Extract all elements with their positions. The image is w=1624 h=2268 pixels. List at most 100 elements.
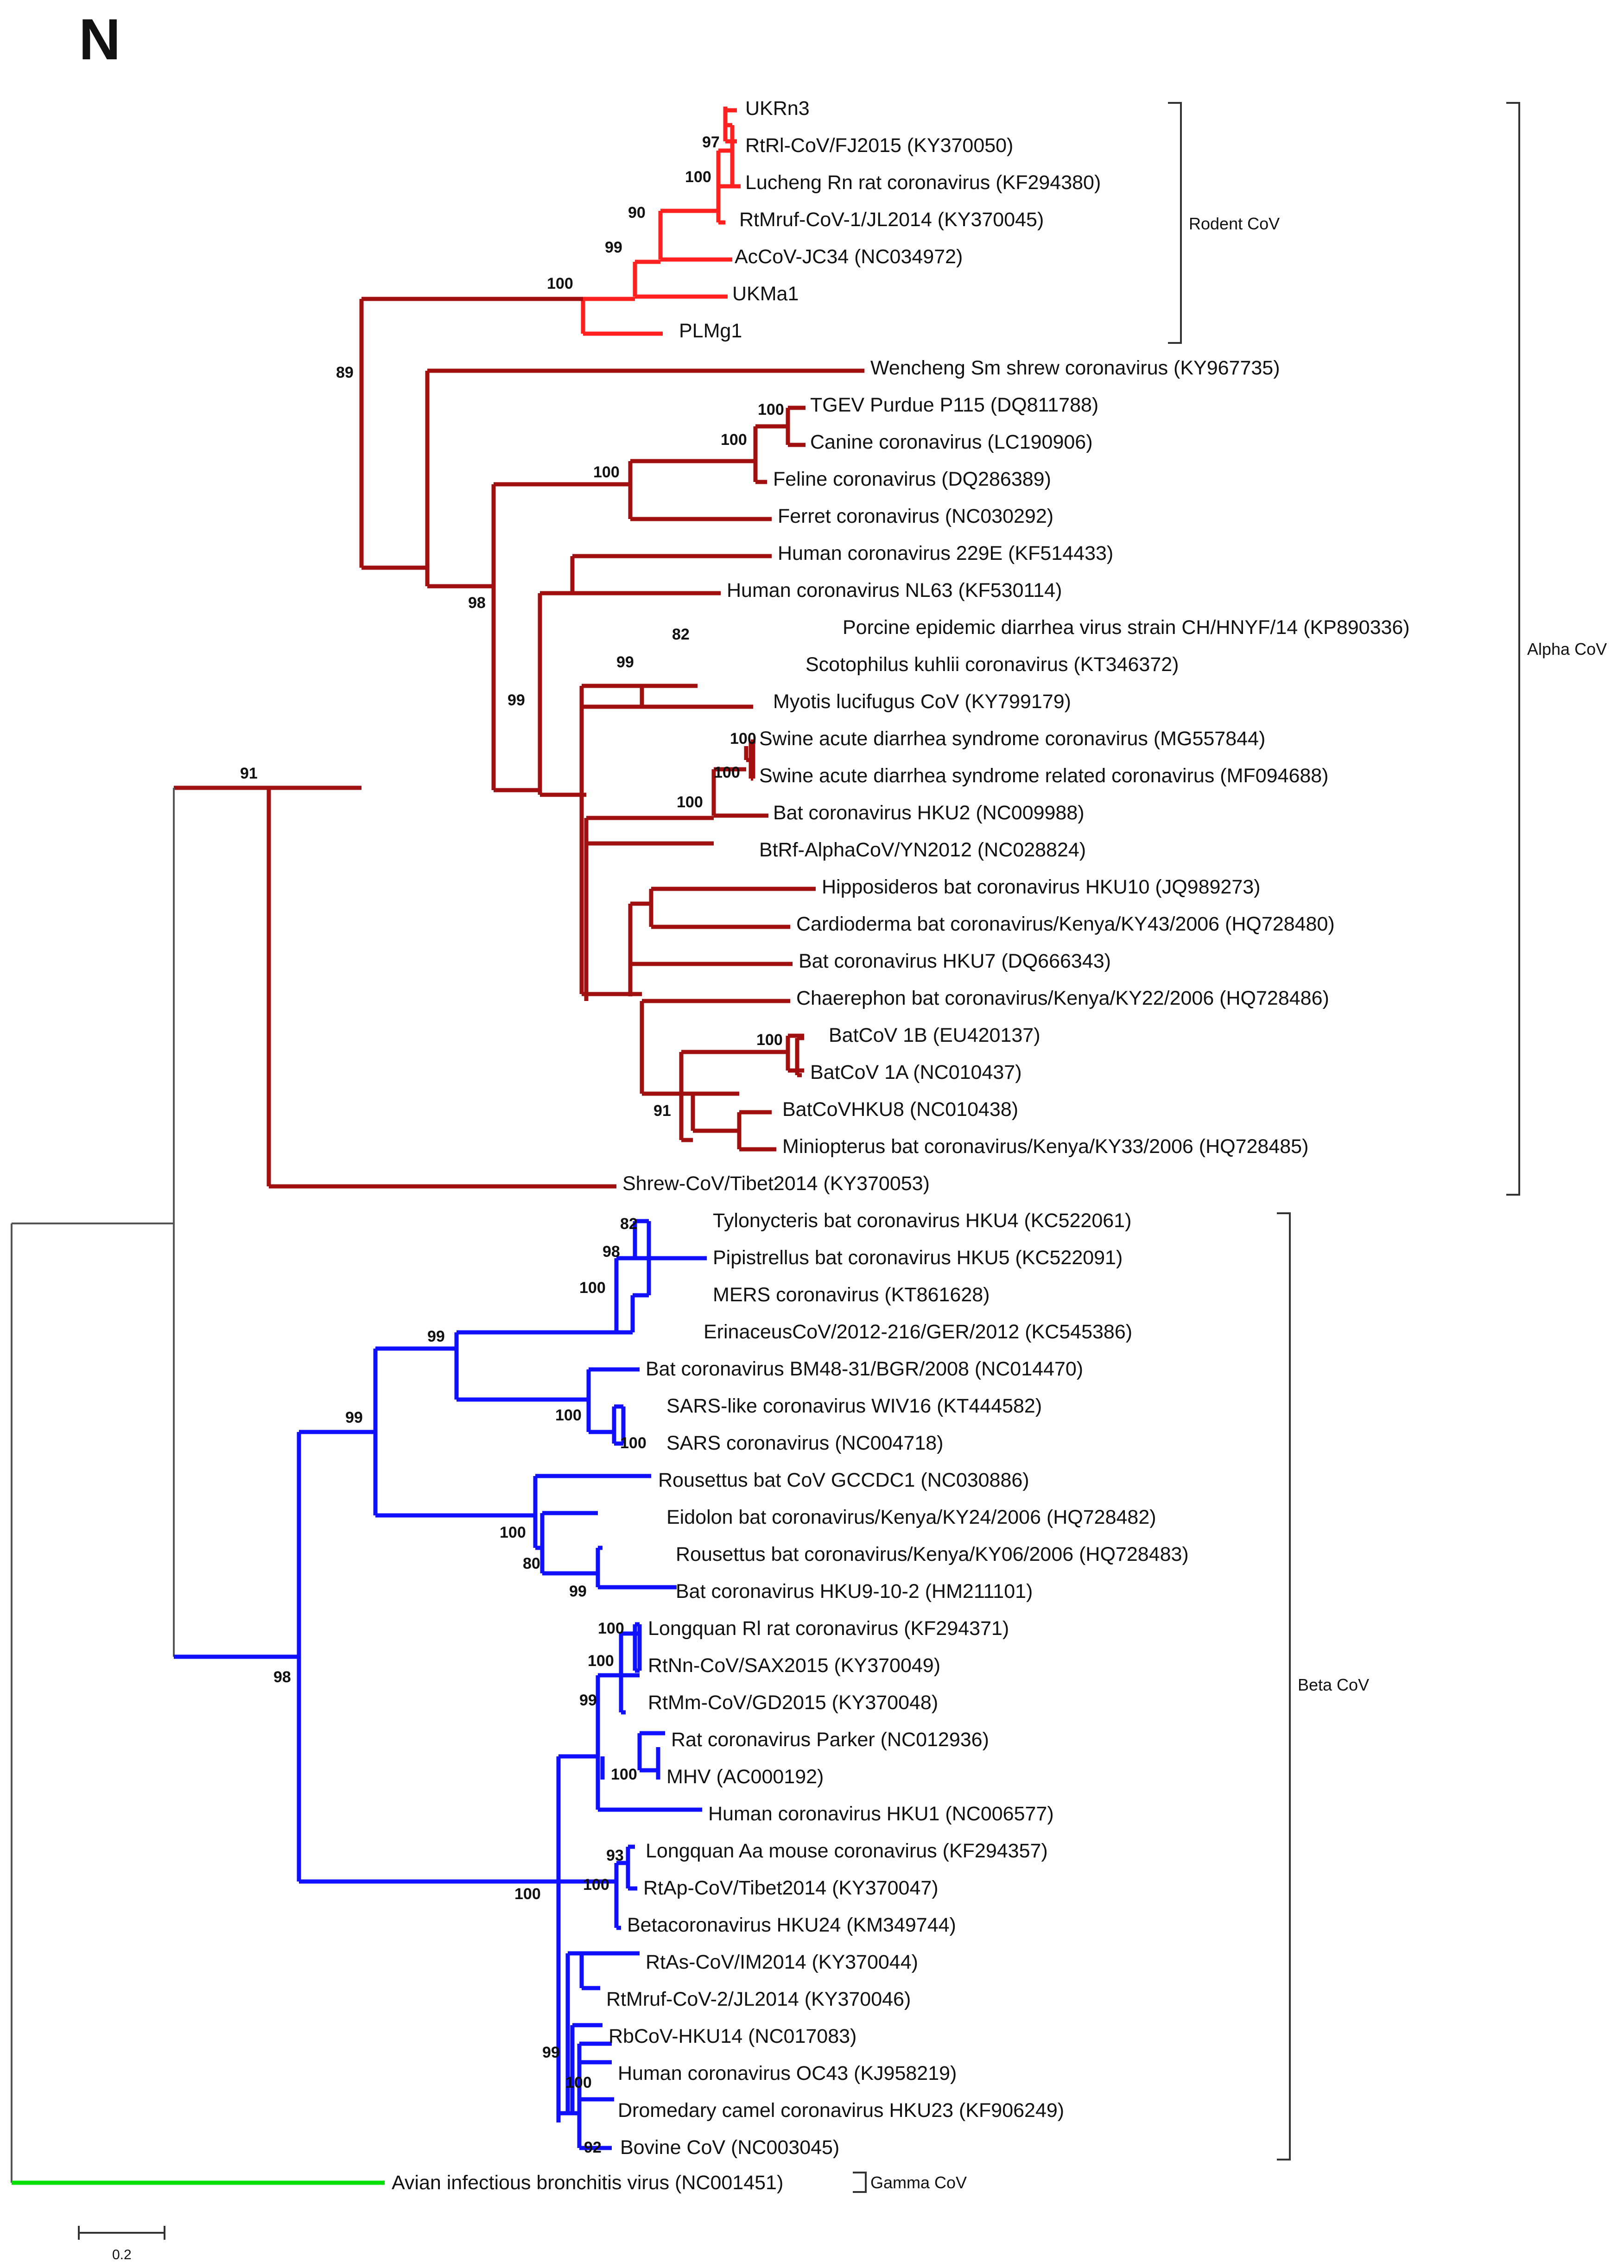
- leaf-label: Miniopterus bat coronavirus/Kenya/KY33/2…: [782, 1135, 1308, 1158]
- leaf-label: Bat coronavirus HKU2 (NC009988): [773, 802, 1085, 824]
- leaf-label: AcCoV-JC34 (NC034972): [735, 246, 963, 268]
- leaf-label: Pipistrellus bat coronavirus HKU5 (KC522…: [713, 1247, 1123, 1269]
- bootstrap-value: 98: [468, 594, 486, 612]
- leaf-label: Betacoronavirus HKU24 (KM349744): [627, 1914, 956, 1936]
- clade-label-beta: Beta CoV: [1298, 1675, 1369, 1694]
- leaf-label: Dromedary camel coronavirus HKU23 (KF906…: [618, 2099, 1064, 2122]
- alpha-branches: [174, 297, 864, 1189]
- leaf-label: Human coronavirus 229E (KF514433): [778, 542, 1113, 564]
- leaf-label: Bat coronavirus HKU9-10-2 (HM211101): [676, 1580, 1033, 1603]
- leaf-label: Human coronavirus OC43 (KJ958219): [618, 2062, 957, 2084]
- leaf-label: BatCoV 1B (EU420137): [829, 1024, 1040, 1046]
- leaf-label: Shrew-CoV/Tibet2014 (KY370053): [622, 1172, 930, 1195]
- beta-branches: [174, 1219, 707, 2150]
- leaf-label: MERS coronavirus (KT861628): [713, 1284, 990, 1306]
- leaf-label: MHV (AC000192): [666, 1766, 824, 1788]
- gamma-bracket: [853, 2172, 867, 2193]
- bootstrap-value: 100: [677, 793, 703, 811]
- bootstrap-value: 100: [758, 401, 784, 418]
- bootstrap-value: 98: [273, 1668, 291, 1686]
- leaf-label: Cardioderma bat coronavirus/Kenya/KY43/2…: [796, 913, 1335, 935]
- leaf-labels: UKRn3 RtRl-CoV/FJ2015 (KY370050) Lucheng…: [392, 97, 1410, 2194]
- bootstrap-value: 99: [579, 1691, 597, 1709]
- leaf-label: Feline coronavirus (DQ286389): [773, 468, 1051, 490]
- bootstrap-value: 100: [583, 1876, 609, 1894]
- bootstrap-value: 89: [336, 364, 354, 381]
- leaf-label: BatCoV 1A (NC010437): [810, 1061, 1022, 1083]
- clade-label-gamma: Gamma CoV: [870, 2173, 967, 2192]
- bootstrap-value: 100: [588, 1652, 614, 1670]
- bootstrap-value: 100: [547, 275, 573, 292]
- rodent-branches: [581, 107, 741, 336]
- leaf-label: RtNn-CoV/SAX2015 (KY370049): [648, 1654, 940, 1677]
- bootstrap-value: 99: [427, 1328, 445, 1345]
- scale-bar-label: 0.2: [112, 2247, 132, 2262]
- alpha-bracket: [1506, 102, 1520, 1196]
- bootstrap-value: 100: [730, 730, 756, 748]
- leaf-label: Bovine CoV (NC003045): [620, 2136, 839, 2159]
- leaf-label: Human coronavirus HKU1 (NC006577): [708, 1803, 1054, 1825]
- leaf-label: RtAs-CoV/IM2014 (KY370044): [646, 1951, 918, 1973]
- rodent-bracket: [1168, 102, 1182, 344]
- root-branches: [11, 788, 175, 2183]
- bootstrap-value: 99: [605, 239, 622, 256]
- leaf-label: RtMruf-CoV-2/JL2014 (KY370046): [606, 1988, 911, 2010]
- bootstrap-value: 100: [685, 168, 711, 186]
- scale-bar: [78, 2226, 165, 2240]
- leaf-label: RtAp-CoV/Tibet2014 (KY370047): [643, 1877, 939, 1899]
- leaf-label: Chaerephon bat coronavirus/Kenya/KY22/20…: [796, 987, 1329, 1009]
- bootstrap-value: 100: [611, 1766, 637, 1783]
- leaf-label: Longquan Aa mouse coronavirus (KF294357): [646, 1840, 1048, 1862]
- leaf-label: ErinaceusCoV/2012-216/GER/2012 (KC545386…: [704, 1321, 1132, 1343]
- leaf-label: BatCoVHKU8 (NC010438): [782, 1098, 1018, 1121]
- leaf-label: Avian infectious bronchitis virus (NC001…: [392, 2172, 783, 2194]
- leaf-label: Bat coronavirus BM48-31/BGR/2008 (NC0144…: [646, 1358, 1083, 1380]
- leaf-label: TGEV Purdue P115 (DQ811788): [810, 394, 1098, 416]
- bootstrap-value: 99: [569, 1583, 587, 1600]
- leaf-label: SARS coronavirus (NC004718): [666, 1432, 944, 1454]
- bootstrap-value: 100: [565, 2074, 592, 2091]
- bootstrap-value: 91: [653, 1102, 671, 1120]
- leaf-label: Human coronavirus NL63 (KF530114): [727, 579, 1062, 602]
- clade-label-rodent: Rodent CoV: [1189, 214, 1280, 233]
- leaf-label: RtMruf-CoV-1/JL2014 (KY370045): [739, 209, 1044, 231]
- bootstrap-value: 99: [542, 2044, 560, 2061]
- bootstrap-value: 90: [628, 204, 646, 222]
- bootstrap-value: 100: [714, 764, 740, 781]
- bootstrap-value: 99: [345, 1409, 363, 1426]
- leaf-label: Canine coronavirus (LC190906): [810, 431, 1093, 453]
- leaf-label: Myotis lucifugus CoV (KY799179): [773, 691, 1071, 713]
- leaf-label: Lucheng Rn rat coronavirus (KF294380): [745, 171, 1101, 194]
- leaf-label: SARS-like coronavirus WIV16 (KT444582): [666, 1395, 1042, 1417]
- leaf-label: Longquan Rl rat coronavirus (KF294371): [648, 1617, 1009, 1640]
- leaf-label: UKMa1: [732, 283, 799, 305]
- leaf-label: Porcine epidemic diarrhea virus strain C…: [843, 616, 1410, 639]
- bootstrap-value: 100: [598, 1620, 624, 1637]
- bootstrap-value: 92: [584, 2139, 602, 2156]
- bootstrap-value: 80: [523, 1555, 540, 1572]
- bootstrap-value: 82: [620, 1215, 638, 1233]
- bootstrap-value: 100: [555, 1406, 582, 1424]
- leaf-label: RtMm-CoV/GD2015 (KY370048): [648, 1691, 938, 1714]
- bootstrap-value: 93: [606, 1847, 624, 1864]
- bootstrap-value: 100: [756, 1031, 783, 1049]
- clade-label-alpha: Alpha CoV: [1527, 640, 1607, 659]
- leaf-label: UKRn3: [745, 97, 810, 120]
- bootstrap-value: 99: [616, 653, 634, 671]
- leaf-label: Hipposideros bat coronavirus HKU10 (JQ98…: [822, 876, 1260, 898]
- bootstrap-value: 97: [702, 133, 720, 151]
- leaf-label: Scotophilus kuhlii coronavirus (KT346372…: [806, 653, 1179, 676]
- bootstrap-value: 100: [721, 431, 747, 449]
- leaf-label: RtRl-CoV/FJ2015 (KY370050): [745, 134, 1013, 157]
- leaf-label: Tylonycteris bat coronavirus HKU4 (KC522…: [713, 1210, 1131, 1232]
- leaf-label: Rousettus bat coronavirus/Kenya/KY06/200…: [676, 1543, 1189, 1565]
- bootstrap-value: 82: [672, 626, 690, 643]
- leaf-label: Eidolon bat coronavirus/Kenya/KY24/2006 …: [666, 1506, 1156, 1528]
- bootstrap-value: 100: [514, 1885, 541, 1903]
- leaf-label: Bat coronavirus HKU7 (DQ666343): [799, 950, 1111, 972]
- bootstrap-value: 100: [593, 463, 620, 481]
- leaf-label: Rat coronavirus Parker (NC012936): [671, 1729, 989, 1751]
- clade-brackets: [853, 102, 1520, 2193]
- bootstrap-value: 100: [500, 1524, 526, 1541]
